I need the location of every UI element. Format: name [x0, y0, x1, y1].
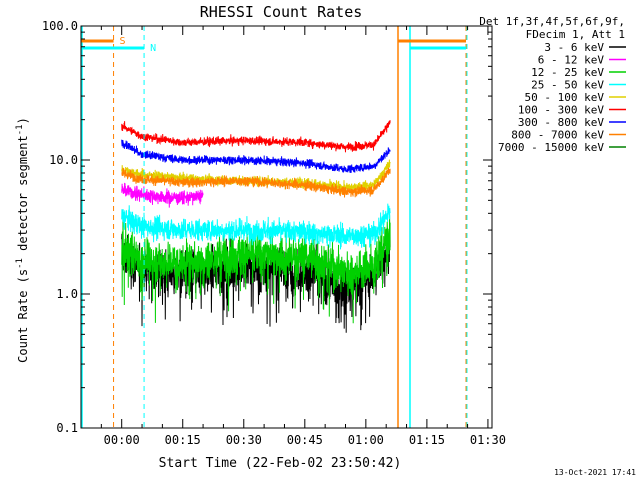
flag-layer: SN: [81, 26, 468, 428]
series-layer: [121, 120, 391, 333]
x-tick-label: 00:00: [104, 433, 140, 447]
legend-label: 300 - 800 keV: [518, 116, 604, 129]
legend-label: 7000 - 15000 keV: [498, 141, 604, 154]
y-axis-label-part: detector segment: [16, 135, 30, 258]
series-line-6-12-kev: [121, 182, 204, 208]
y-tick-label: 10.0: [49, 153, 78, 167]
series-line-25-50-kev: [121, 203, 391, 250]
x-axis-label: Start Time (22-Feb-02 23:50:42): [159, 456, 402, 471]
x-axis: 00:00 00:15 00:30 00:45 01:00 01:15 01:30: [80, 26, 506, 447]
y-axis-label-part: Count Rate (s: [16, 269, 30, 363]
legend-header-line: FDecim 1, Att 1: [526, 28, 625, 41]
y-axis: 0.1 1.0 10.0 100.0: [42, 19, 492, 435]
legend-label: 12 - 25 keV: [531, 66, 604, 79]
y-tick-label: 100.0: [42, 19, 78, 33]
x-tick-label: 01:15: [409, 433, 445, 447]
x-tick-label: 00:15: [165, 433, 201, 447]
legend-label: 25 - 50 keV: [531, 79, 604, 92]
y-tick-label: 0.1: [56, 421, 78, 435]
series-line-12-25-kev: [121, 215, 391, 324]
legend-header-line: Det 1f,3f,4f,5f,6f,9f,: [479, 15, 625, 28]
y-axis-label-superscript: -1: [15, 258, 25, 269]
y-tick-label: 1.0: [56, 287, 78, 301]
legend-label: 50 - 100 keV: [525, 91, 605, 104]
legend-label: 3 - 6 keV: [544, 41, 604, 54]
x-tick-label: 00:30: [226, 433, 262, 447]
flag-label-s: S: [120, 36, 126, 47]
chart-title: RHESSI Count Rates: [200, 3, 363, 21]
legend-label: 100 - 300 keV: [518, 104, 604, 117]
series-line-300-800-kev: [121, 139, 391, 173]
legend-label: 800 - 7000 keV: [511, 129, 604, 142]
y-axis-label-part: ): [16, 117, 30, 124]
x-tick-label: 01:30: [470, 433, 506, 447]
series-line-800-7000-kev: [121, 167, 391, 198]
flag-label-n: N: [150, 43, 156, 54]
timestamp: 13-Oct-2021 17:41: [554, 468, 636, 477]
y-axis-label-superscript: -1: [15, 124, 25, 135]
x-tick-label: 00:45: [287, 433, 323, 447]
plot-frame: [80, 25, 493, 429]
legend: Det 1f,3f,4f,5f,6f,9f, FDecim 1, Att 1 3…: [479, 15, 626, 154]
series-line-100-300-kev: [121, 120, 391, 153]
x-tick-label: 01:00: [348, 433, 384, 447]
legend-label: 6 - 12 keV: [538, 54, 605, 67]
y-axis-label: Count Rate (s-1 detector segment-1): [15, 117, 30, 363]
